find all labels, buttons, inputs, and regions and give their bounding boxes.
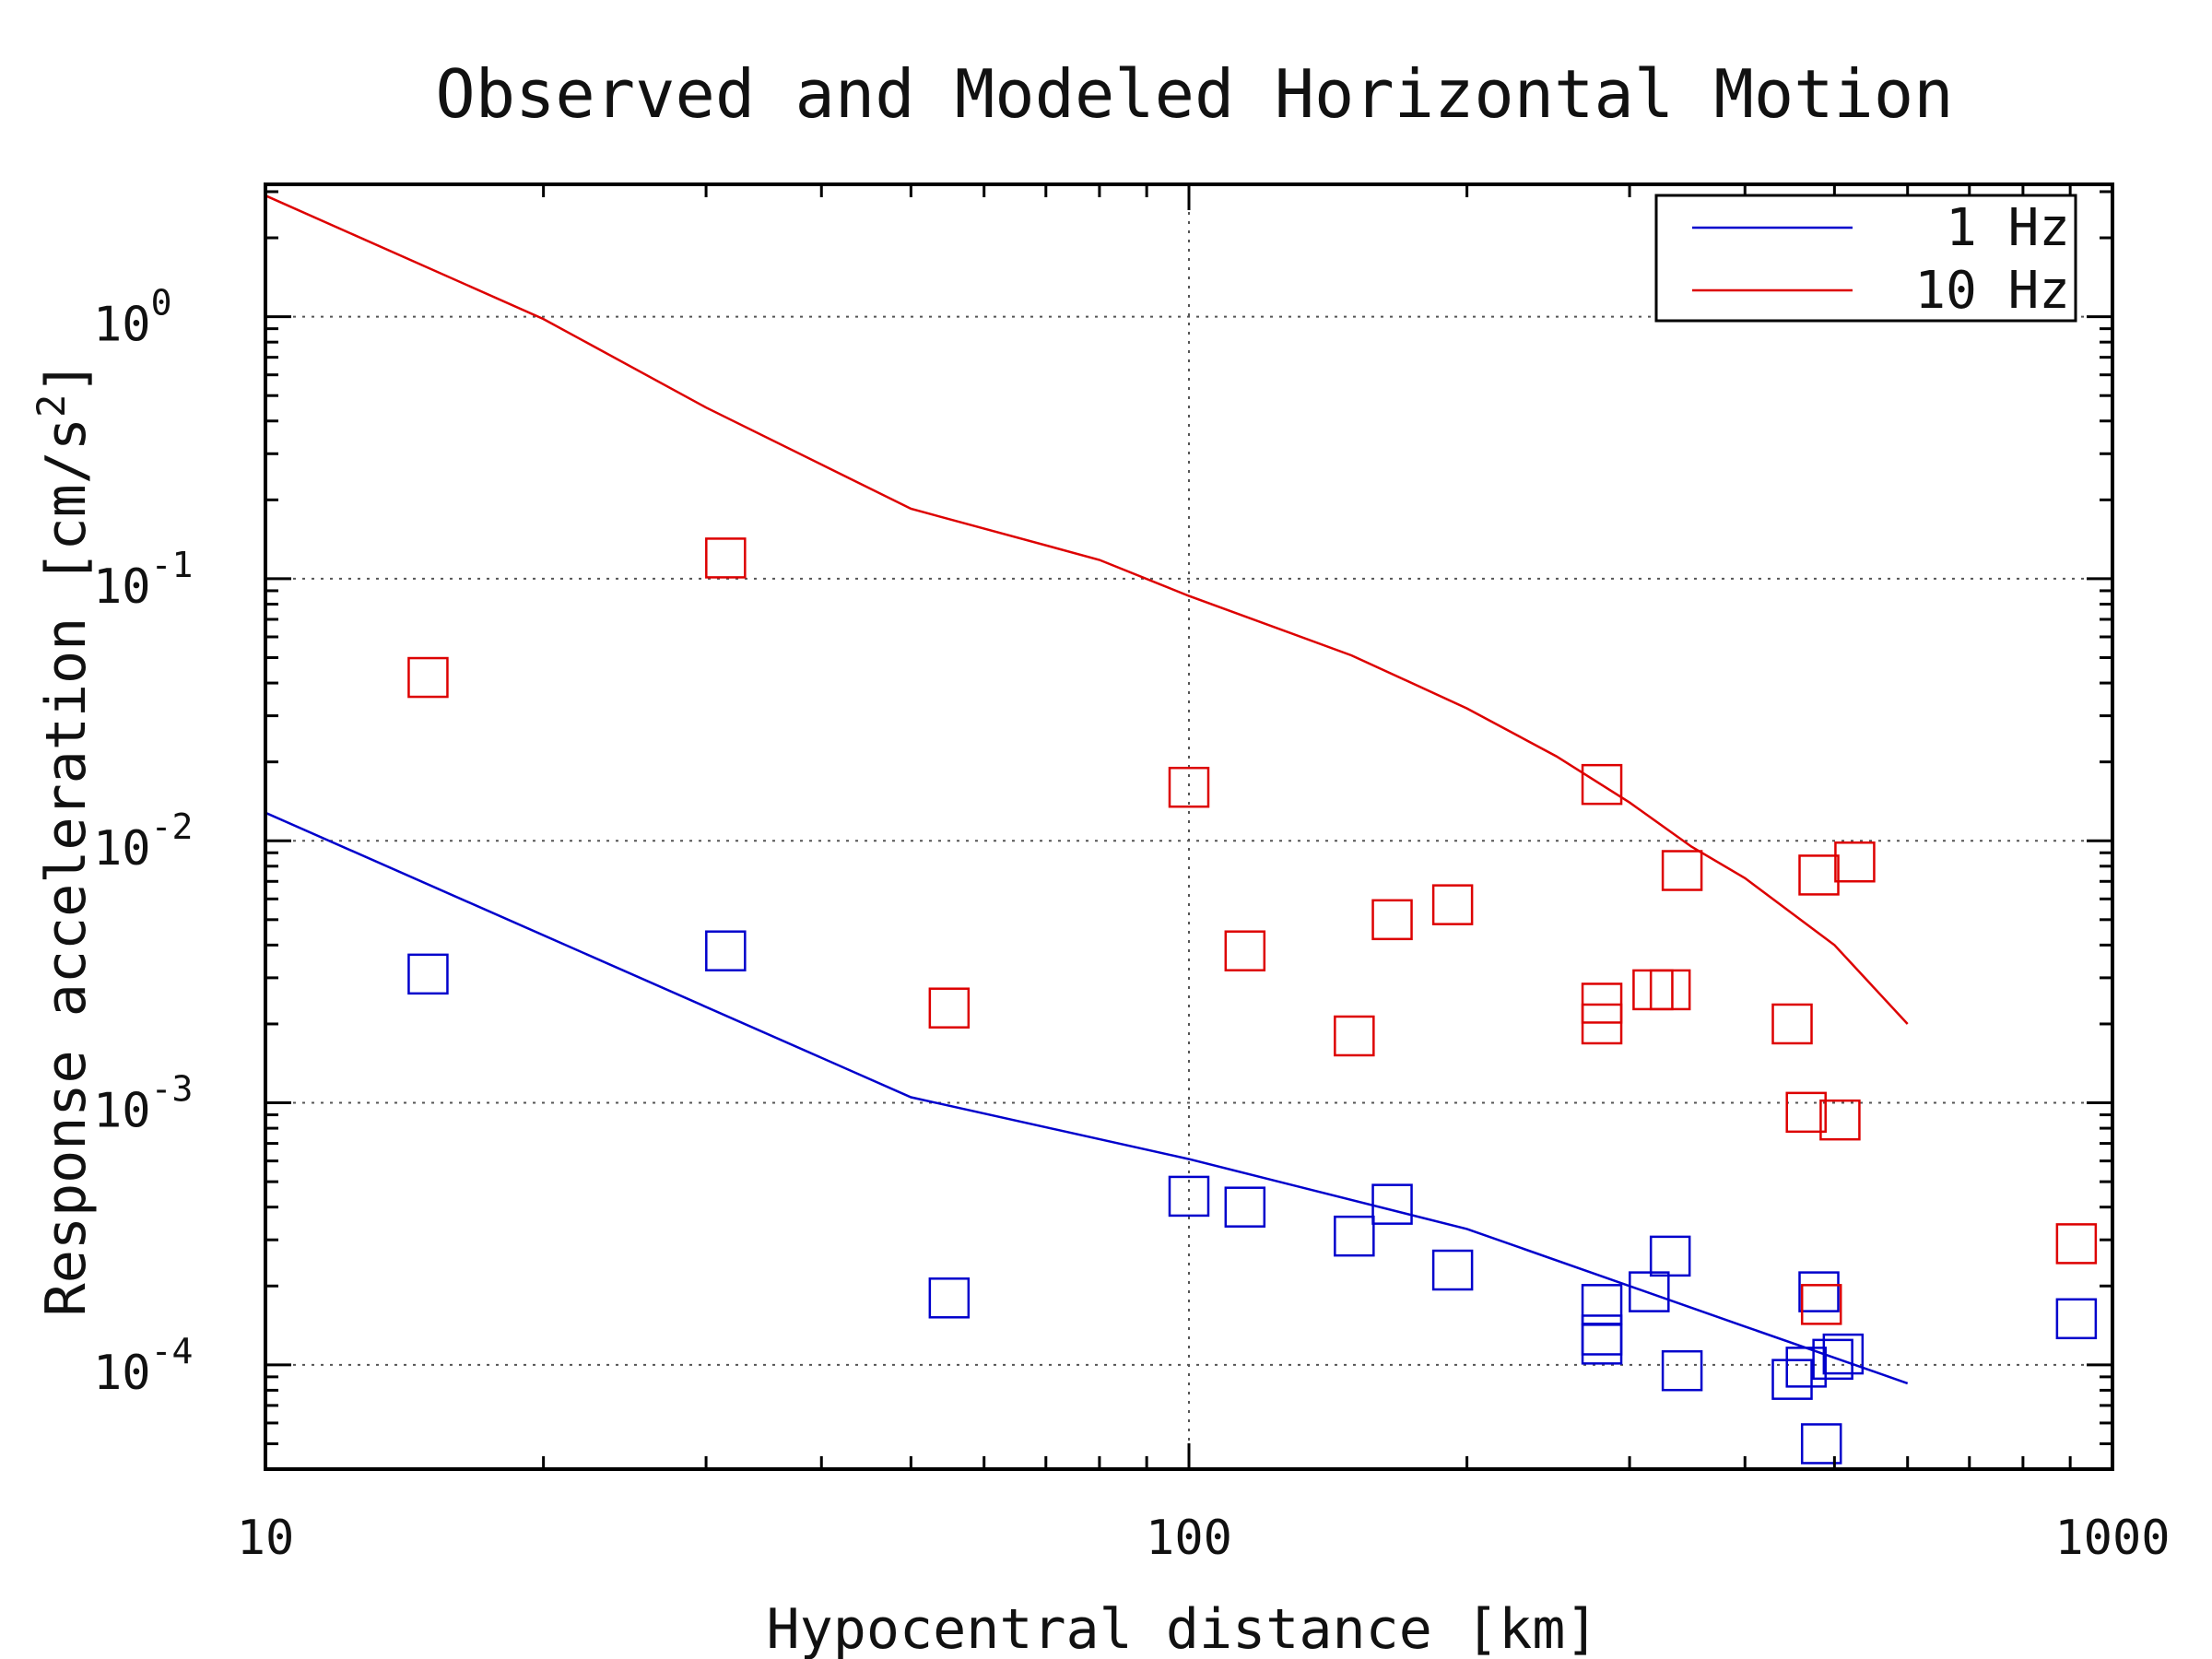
observed-point-1hz xyxy=(1581,1324,1623,1365)
observed-point-10hz xyxy=(1334,1015,1375,1057)
y-tick-base: 10 xyxy=(93,1346,151,1401)
x-tick-label: 100 xyxy=(1146,1511,1232,1566)
x-axis-label: Hypocentral distance [km] xyxy=(766,1597,1598,1659)
observed-point-1hz xyxy=(1334,1215,1375,1257)
observed-point-1hz xyxy=(1581,1284,1623,1325)
observed-point-10hz xyxy=(1798,854,1840,896)
y-tick-label: 10-1 xyxy=(93,545,193,615)
legend-label-1hz: 1 Hz xyxy=(1946,198,2070,258)
observed-point-10hz xyxy=(1224,930,1266,971)
observed-point-1hz xyxy=(1168,1175,1210,1218)
y-tick-base: 10 xyxy=(93,559,151,615)
y-axis-label: Response acceleration [cm/s2] xyxy=(29,361,99,1317)
series-layer xyxy=(265,194,1909,1385)
model-line-1hz xyxy=(265,811,1909,1385)
observed-point-10hz xyxy=(1785,1091,1827,1134)
observed-point-10hz xyxy=(1581,763,1623,806)
observed-point-10hz xyxy=(1649,969,1691,1011)
chart-title: Observed and Modeled Horizontal Motion xyxy=(435,55,1953,133)
y-tick-label: 100 xyxy=(93,283,172,353)
x-tick-labels: 10 100 1000 xyxy=(237,1511,2171,1566)
legend-box xyxy=(1654,194,2077,323)
y-tick-exponent: -2 xyxy=(151,806,194,847)
y-tick-label: 10-3 xyxy=(93,1069,193,1139)
observed-point-10hz xyxy=(1581,1003,1623,1045)
observed-point-1hz xyxy=(705,930,747,971)
observed-point-1hz xyxy=(1649,1235,1691,1277)
y-axis-label-end: ] xyxy=(34,361,99,394)
grid-lines xyxy=(265,184,2112,1469)
y-tick-base: 10 xyxy=(93,821,151,877)
observed-point-1hz xyxy=(1224,1186,1266,1228)
marker-layer xyxy=(407,537,2098,1465)
observed-point-1hz xyxy=(407,953,449,995)
x-tick-label: 1000 xyxy=(2054,1511,2170,1566)
observed-point-10hz xyxy=(1800,1284,1842,1325)
observed-point-10hz xyxy=(1581,982,1623,1024)
observed-point-1hz xyxy=(1581,1314,1623,1356)
observed-point-1hz xyxy=(1771,1359,1813,1400)
observed-point-10hz xyxy=(2055,1223,2098,1265)
observed-point-1hz xyxy=(928,1277,971,1319)
observed-point-10hz xyxy=(407,656,449,699)
y-tick-exponent: -1 xyxy=(151,545,194,585)
observed-point-10hz xyxy=(928,987,971,1029)
observed-point-10hz xyxy=(1661,850,1703,891)
observed-point-1hz xyxy=(1661,1349,1703,1392)
legend-label-10hz: 10 Hz xyxy=(1914,261,2070,321)
observed-point-10hz xyxy=(1168,766,1210,808)
y-tick-base: 10 xyxy=(93,1084,151,1139)
model-line-10hz xyxy=(265,194,1909,1025)
x-tick-label: 10 xyxy=(237,1511,295,1566)
y-axis-label-main: Response acceleration [cm/s xyxy=(34,418,99,1316)
y-tick-base: 10 xyxy=(93,298,151,353)
observed-point-1hz xyxy=(1629,1271,1670,1312)
observed-point-1hz xyxy=(1812,1338,1853,1381)
observed-point-10hz xyxy=(1834,841,1876,883)
tick-marks xyxy=(264,184,2112,1471)
y-axis-label-superscript: 2 xyxy=(29,394,74,418)
y-tick-exponent: -4 xyxy=(151,1331,194,1371)
observed-point-1hz xyxy=(1431,1249,1474,1291)
observed-point-1hz xyxy=(1800,1423,1842,1465)
observed-point-1hz xyxy=(1822,1333,1865,1375)
observed-point-10hz xyxy=(1771,1003,1813,1045)
y-tick-exponent: -3 xyxy=(151,1069,194,1110)
plot-frame xyxy=(264,182,2114,1471)
observed-point-10hz xyxy=(1371,899,1413,941)
observed-point-10hz xyxy=(1431,884,1474,925)
observed-point-10hz xyxy=(1819,1099,1861,1141)
y-tick-exponent: 0 xyxy=(151,283,172,324)
observed-point-1hz xyxy=(1371,1183,1413,1225)
y-tick-label: 10-2 xyxy=(93,806,193,877)
observed-point-1hz xyxy=(1785,1347,1827,1388)
observed-point-1hz xyxy=(1798,1271,1840,1312)
y-tick-label: 10-4 xyxy=(93,1331,193,1401)
observed-point-1hz xyxy=(2055,1298,2098,1340)
observed-point-10hz xyxy=(1632,969,1674,1011)
observed-point-10hz xyxy=(705,537,747,579)
